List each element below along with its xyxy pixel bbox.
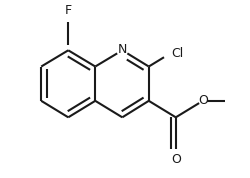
- Text: O: O: [198, 94, 208, 107]
- Text: N: N: [118, 43, 127, 56]
- Text: Cl: Cl: [172, 46, 184, 59]
- Text: F: F: [65, 4, 72, 17]
- Text: O: O: [171, 153, 181, 166]
